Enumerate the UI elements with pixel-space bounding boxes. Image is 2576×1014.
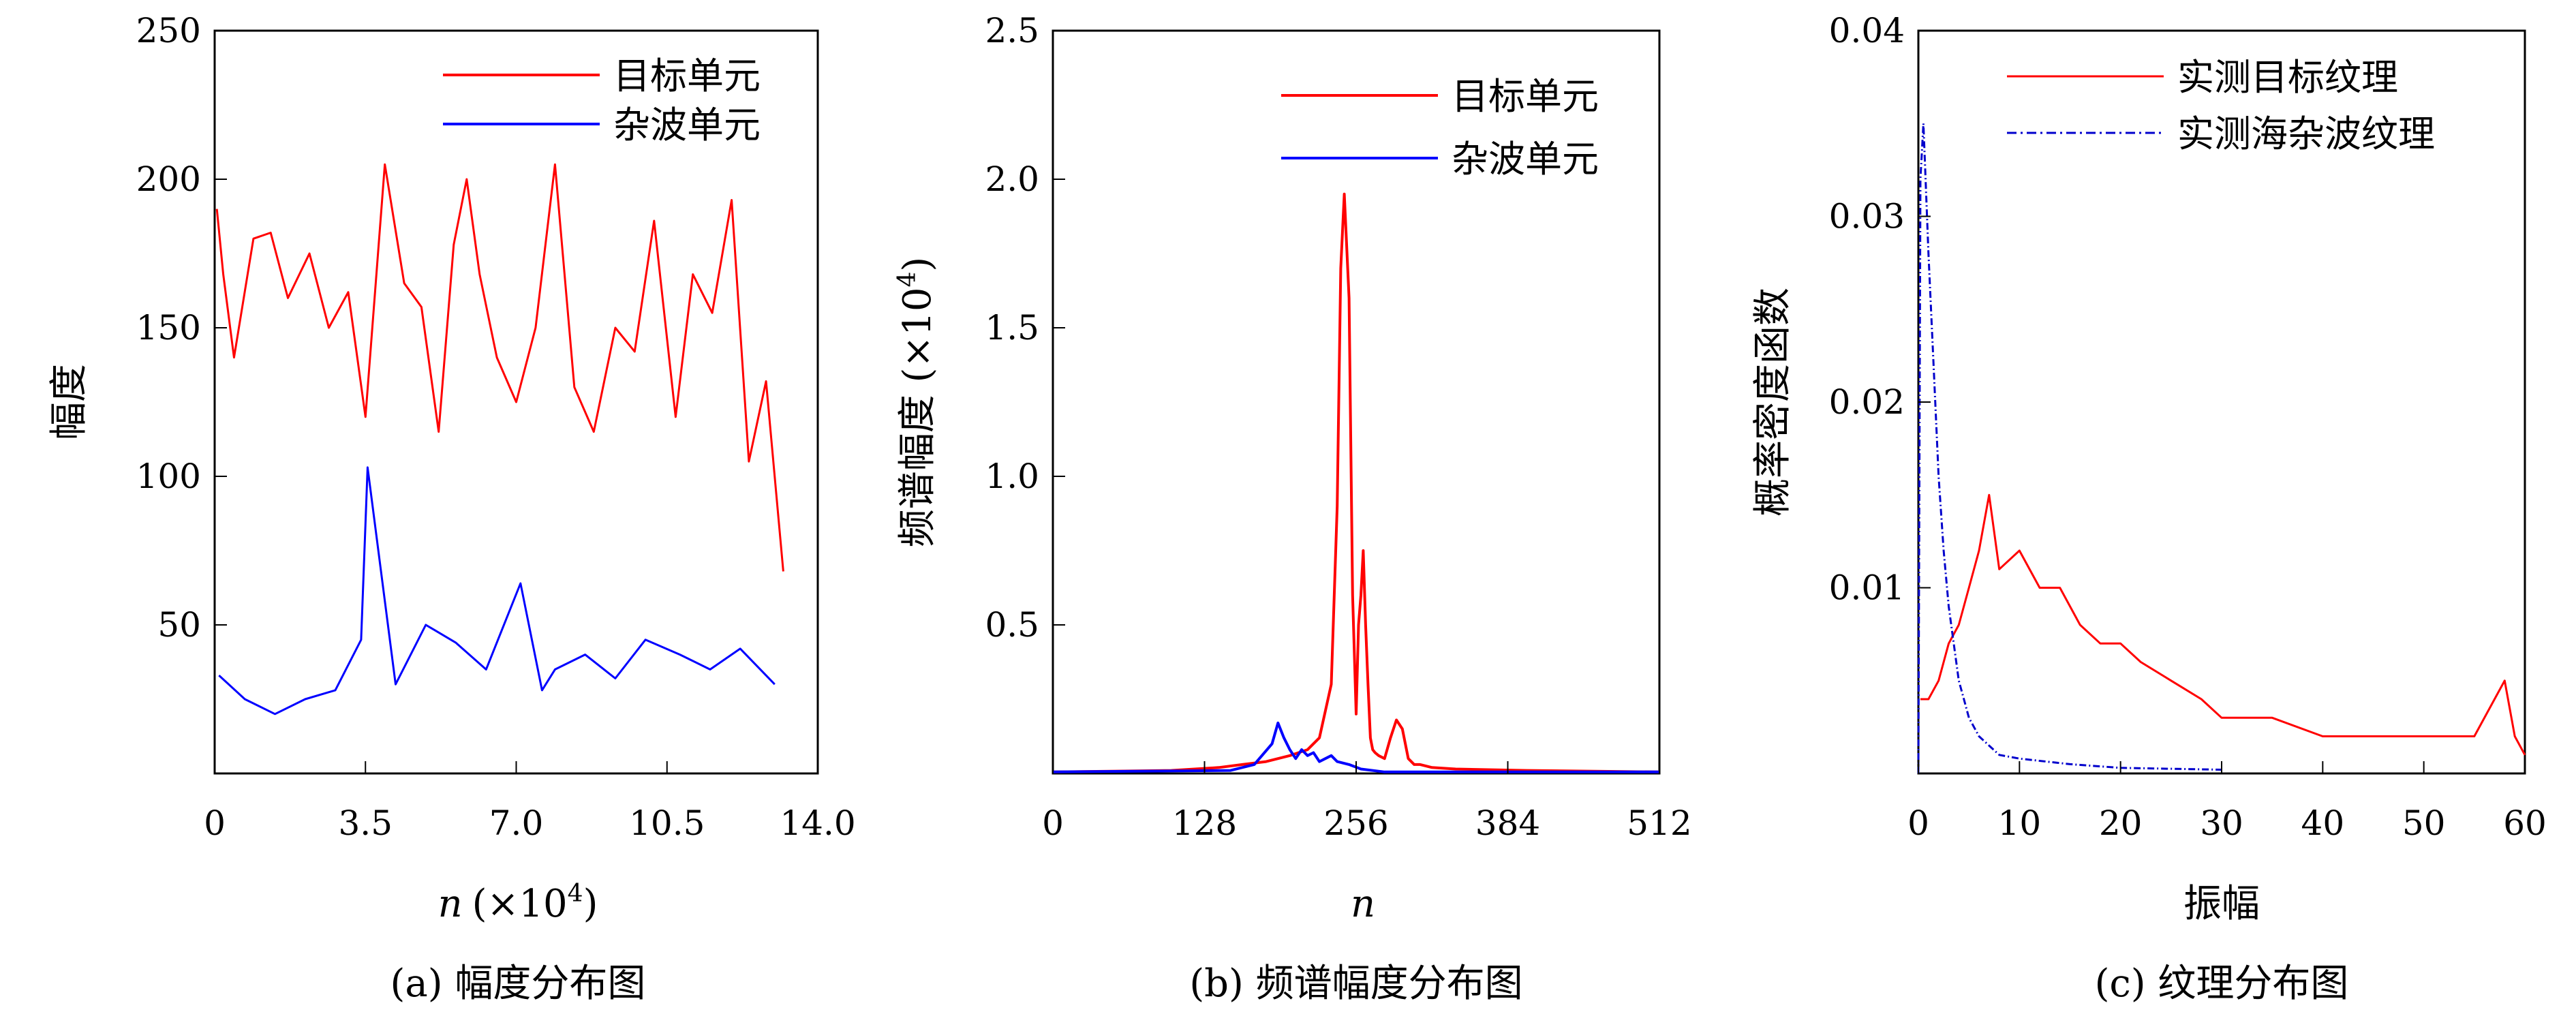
panel-b-ticks: 0 128 256 384 512 0.5 1.0 1.5 2.0 2.5 — [985, 11, 1691, 843]
panel-c-legend-label-clutter: 实测海杂波纹理 — [2177, 112, 2435, 155]
panel-b-spectrum-chart: 0 128 256 384 512 0.5 1.0 1.5 2.0 2.5 频谱幅度 (×104)… — [893, 11, 1692, 1006]
panel-c-caption: (c) 纹理分布图 — [2095, 962, 2349, 1006]
panel-b-ytick-label: 2.0 — [985, 159, 1039, 199]
panel-b-xtick-label: 0 — [1042, 803, 1064, 843]
panel-a-caption: (a) 幅度分布图 — [390, 962, 646, 1006]
panel-a-ytick-label: 150 — [136, 308, 201, 348]
panel-c-xtick-label: 20 — [2099, 803, 2143, 843]
panel-a-xlabel-unit: (×10 — [472, 882, 568, 926]
panel-b-xlabel: n — [1351, 882, 1375, 926]
panel-a-xtick-label: 7.0 — [489, 803, 544, 843]
panel-c-xtick-label: 10 — [1998, 803, 2042, 843]
panel-a-xlabel-exp: 4 — [568, 880, 583, 908]
panel-a-amplitude-chart: 0 3.5 7.0 10.5 14.0 50 100 150 200 250 幅度 n (×104)… — [47, 11, 856, 1006]
panel-a-legend-label-clutter: 杂波单元 — [613, 104, 761, 147]
panel-c-legend: 实测目标纹理 实测海杂波纹理 — [2007, 56, 2435, 155]
panel-a-xtick-label: 10.5 — [629, 803, 705, 843]
panel-b-series-0-line — [1052, 192, 1660, 773]
panel-c-series-0-line — [1920, 493, 2526, 756]
panel-c-ytick-label: 0.01 — [1829, 568, 1905, 608]
panel-c-xtick-label: 50 — [2402, 803, 2446, 843]
panel-c-xtick-label: 0 — [1907, 803, 1929, 843]
panel-b-xtick-label: 128 — [1172, 803, 1237, 843]
panel-a-legend: 目标单元 杂波单元 — [443, 55, 761, 147]
panel-b-legend: 目标单元 杂波单元 — [1281, 75, 1599, 181]
panel-a-xtick-label: 3.5 — [338, 803, 393, 843]
panel-c-xtick-label: 30 — [2200, 803, 2243, 843]
panel-a-ytick-label: 200 — [136, 159, 201, 199]
panel-a-ytick-label: 50 — [157, 605, 201, 645]
panel-b-legend-label-clutter: 杂波单元 — [1452, 138, 1599, 181]
panel-b-ytick-label: 1.5 — [985, 308, 1039, 348]
panel-a-ylabel: 幅度 — [47, 364, 91, 440]
panel-c-xtick-label: 60 — [2503, 803, 2547, 843]
panel-b-legend-label-target: 目标单元 — [1452, 75, 1599, 118]
panel-b-ylabel-text: 频谱幅度 (×10 — [895, 287, 940, 547]
panel-c-series-1-line — [1917, 122, 2222, 774]
panel-c-ytick-label: 0.02 — [1829, 382, 1905, 422]
panel-a-ticks: 0 3.5 7.0 10.5 14.0 50 100 150 200 250 — [136, 11, 856, 843]
panel-c-ytick-label: 0.03 — [1829, 197, 1905, 236]
panel-b-xtick-label: 384 — [1475, 803, 1540, 843]
panel-c-ylabel: 概率密度函数 — [1751, 288, 1795, 517]
panel-a-legend-label-target: 目标单元 — [613, 55, 761, 97]
panel-b-ylabel-exp: 4 — [893, 272, 921, 288]
panel-b-series-group — [1052, 192, 1660, 773]
panel-a-ytick-label: 100 — [136, 457, 201, 496]
panel-a-xlabel-close: ) — [583, 882, 598, 926]
panel-c-ytick-label: 0.04 — [1829, 11, 1905, 50]
panel-c-ticks: 0 10 20 30 40 50 60 0.01 0.02 0.03 0.04 — [1829, 11, 2547, 843]
panel-c-texture-chart: 0 10 20 30 40 50 600.010.020.030.04 概率密度函数 振幅 … — [1751, 11, 2547, 1006]
panel-b-ylabel-close: ) — [895, 257, 940, 272]
panel-b-ytick-label: 2.5 — [985, 11, 1039, 50]
panel-a-series-group — [215, 163, 784, 716]
panel-a-xlabel: n (×104) — [438, 880, 598, 926]
panel-b-ylabel: 频谱幅度 (×104) — [893, 257, 940, 548]
panel-a-series-0-line — [215, 163, 784, 572]
panel-b-ytick-label: 0.5 — [985, 605, 1039, 645]
panel-b-xtick-label: 512 — [1627, 803, 1691, 843]
panel-a-xtick-label: 14.0 — [780, 803, 855, 843]
panel-b-xtick-label: 256 — [1323, 803, 1388, 843]
panel-a-series-1-line — [218, 466, 776, 716]
panel-b-ytick-label: 1.0 — [985, 457, 1039, 496]
panel-a-xlabel-symbol: n — [438, 882, 463, 926]
panel-c-legend-label-target: 实测目标纹理 — [2177, 56, 2398, 99]
panel-c-xtick-label: 40 — [2301, 803, 2345, 843]
panel-a-ytick-label: 250 — [136, 11, 201, 50]
panel-c-xlabel: 振幅 — [2183, 882, 2260, 926]
panel-a-xtick-label: 0 — [204, 803, 226, 843]
panel-b-caption: (b) 频谱幅度分布图 — [1189, 962, 1522, 1006]
panel-c-series-group — [1917, 122, 2526, 774]
